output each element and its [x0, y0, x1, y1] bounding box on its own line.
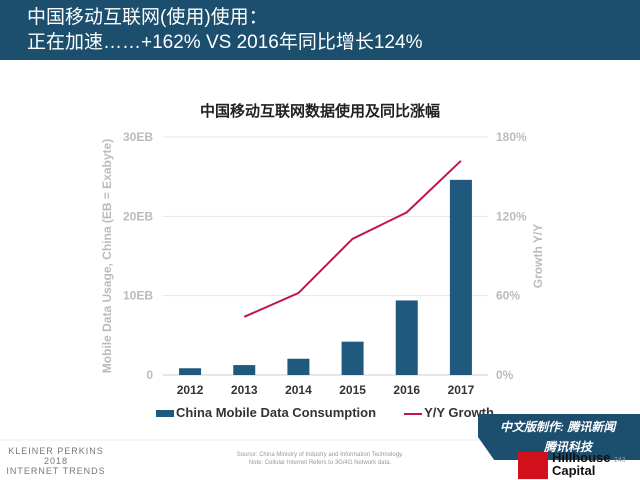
y-tick-label: 20EB	[123, 209, 153, 223]
hillhouse-logo-icon	[518, 452, 548, 479]
y-tick-label: 0	[146, 368, 153, 382]
x-tick-label: 2017	[448, 383, 475, 397]
brand-line: INTERNET TRENDS	[6, 466, 106, 476]
legend-bar: China Mobile Data Consumption	[156, 405, 376, 420]
legend-swatch-line	[404, 412, 423, 415]
y2-tick-label: 180%	[496, 130, 527, 144]
bar	[449, 179, 472, 375]
brand-line: KLEINER PERKINS	[8, 446, 104, 456]
chart-title: 中国移动互联网数据使用及同比涨幅	[199, 103, 440, 120]
slide-header: 中国移动互联网(使用)使用： 正在加速……+162% VS 2016年同比增长1…	[0, 0, 640, 60]
bar	[341, 341, 364, 375]
bar	[233, 365, 256, 375]
badge-line2: 腾讯科技	[544, 440, 593, 454]
brand-line: 2018	[43, 456, 69, 466]
legend-line: Y/Y Growth	[404, 405, 494, 420]
x-tick-label: 2016	[393, 383, 420, 397]
y2-tick-label: 0%	[496, 368, 514, 382]
page-number: 243	[614, 457, 626, 464]
badge-line1: 中文版制作: 腾讯新闻	[500, 420, 616, 434]
slide-title-line1: 中国移动互联网(使用)使用：	[27, 7, 268, 28]
legend-swatch-bar	[156, 410, 174, 418]
bar	[395, 300, 418, 375]
bar	[287, 358, 310, 375]
partner-name: Hillhouse Capital	[552, 451, 611, 477]
bar	[179, 368, 202, 375]
source-note: Source: China Ministry of Industry and I…	[200, 451, 440, 467]
x-tick-label: 2014	[285, 383, 312, 397]
y2-axis-label: Growth Y/Y	[531, 224, 545, 288]
partner-line1: Hillhouse	[552, 450, 611, 465]
x-tick-label: 2015	[339, 383, 366, 397]
y2-tick-label: 60%	[496, 289, 520, 303]
partner-line2: Capital	[552, 463, 596, 478]
y-tick-label: 10EB	[123, 289, 153, 303]
note-text: Note: Cellular Internet Refers to 3G/4G …	[248, 460, 392, 466]
translation-badge: 中文版制作: 腾讯新闻 腾讯科技	[478, 414, 640, 460]
brand-logo: KLEINER PERKINS 2018 INTERNET TRENDS	[6, 446, 106, 476]
y-tick-label: 30EB	[123, 130, 153, 144]
legend: China Mobile Data Consumption Y/Y Growth	[156, 405, 494, 420]
source-text: Source: China Ministry of Industry and I…	[236, 452, 404, 458]
x-tick-label: 2012	[177, 383, 204, 397]
x-tick-label: 2013	[231, 383, 258, 397]
y-axis-label: Mobile Data Usage, China (EB = Exabyte)	[100, 139, 114, 373]
slide-title-line2: 正在加速……+162% VS 2016年同比增长124%	[27, 32, 423, 53]
y2-tick-label: 120%	[496, 209, 527, 223]
